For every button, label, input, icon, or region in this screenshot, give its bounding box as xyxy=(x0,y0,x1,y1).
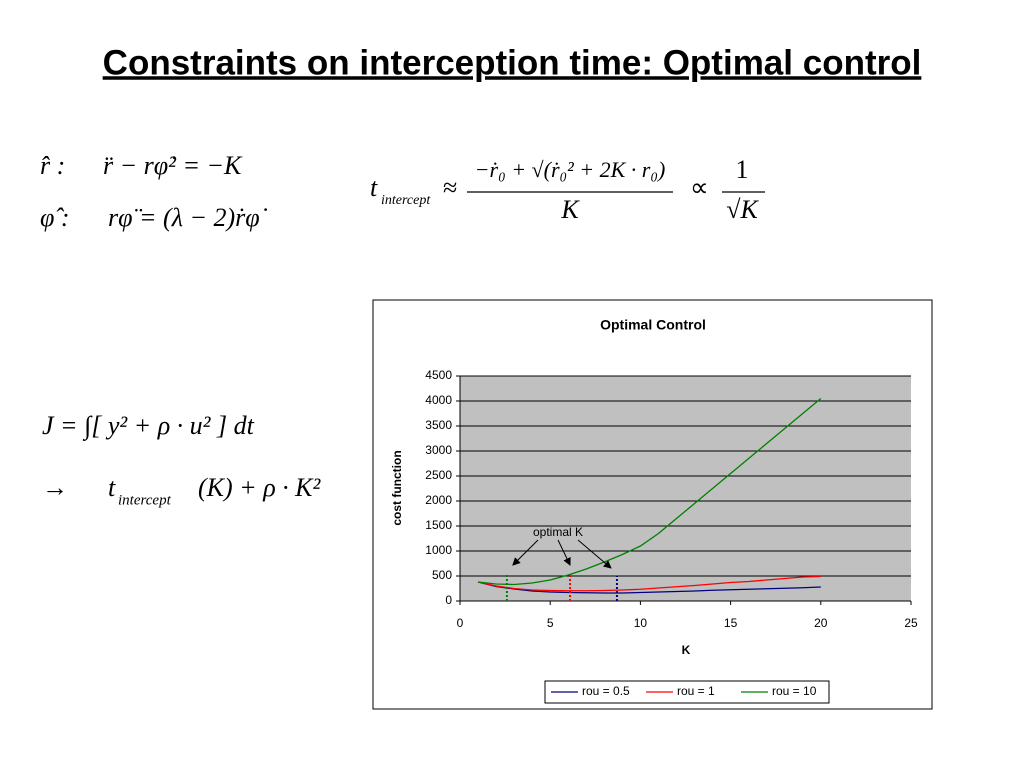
y-tick-label: 3500 xyxy=(425,418,452,432)
x-axis-label: K xyxy=(682,643,691,657)
equation: t xyxy=(370,173,378,202)
equation: ∝ xyxy=(690,173,709,202)
equation-subscript: intercept xyxy=(381,193,431,208)
equation: r̈ − rφ̇² = −K xyxy=(103,151,243,180)
annotation-arrow xyxy=(557,539,571,566)
y-tick-label: 1000 xyxy=(425,543,452,557)
chart-title: Optimal Control xyxy=(600,317,706,333)
series-line xyxy=(477,398,822,586)
y-tick-label: 0 xyxy=(445,593,452,607)
legend xyxy=(544,680,830,704)
equation: K xyxy=(560,195,580,224)
annotation-arrow xyxy=(512,539,539,566)
equation: J = ∫[ y² + ρ · u² ] dt xyxy=(42,411,255,441)
equation: rφ̈ = (λ − 2)ṙφ̇ xyxy=(108,203,268,232)
x-tick-label: 15 xyxy=(724,616,738,630)
x-tick-label: 25 xyxy=(904,616,918,630)
equation-label: φ̂ : xyxy=(40,203,70,232)
y-tick-label: 4000 xyxy=(425,393,452,407)
legend-label: rou = 0.5 xyxy=(582,684,630,698)
y-tick-label: 4500 xyxy=(425,368,452,382)
y-tick-label: 2000 xyxy=(425,493,452,507)
equation: t xyxy=(108,473,116,502)
plot-area xyxy=(460,376,911,601)
equation: (K) + ρ · K² xyxy=(198,473,322,502)
equation: ≈ xyxy=(443,173,457,202)
x-tick-label: 20 xyxy=(814,616,828,630)
x-tick-label: 0 xyxy=(457,616,464,630)
equation-subscript: intercept xyxy=(118,492,172,508)
y-tick-label: 3000 xyxy=(425,443,452,457)
y-tick-label: 1500 xyxy=(425,518,452,532)
y-tick-label: 500 xyxy=(432,568,452,582)
equation-label: r̂ : xyxy=(40,151,65,180)
series-line xyxy=(477,581,821,594)
y-axis-label: cost function xyxy=(390,450,404,525)
annotation-text: optimal K xyxy=(533,525,583,539)
y-tick-label: 2500 xyxy=(425,468,452,482)
legend-label: rou = 10 xyxy=(772,684,817,698)
equation: √K xyxy=(726,195,759,224)
x-tick-label: 10 xyxy=(634,616,648,630)
legend-label: rou = 1 xyxy=(677,684,715,698)
annotation-arrow xyxy=(577,539,612,569)
slide-title: Constraints on interception time: Optima… xyxy=(103,43,922,82)
equation: −ṙ₀ + √(ṙ₀² + 2K · r₀) xyxy=(475,157,666,182)
x-tick-label: 5 xyxy=(547,616,554,630)
series-line xyxy=(477,575,821,592)
equation: 1 xyxy=(736,155,749,184)
equation: → xyxy=(42,473,68,502)
